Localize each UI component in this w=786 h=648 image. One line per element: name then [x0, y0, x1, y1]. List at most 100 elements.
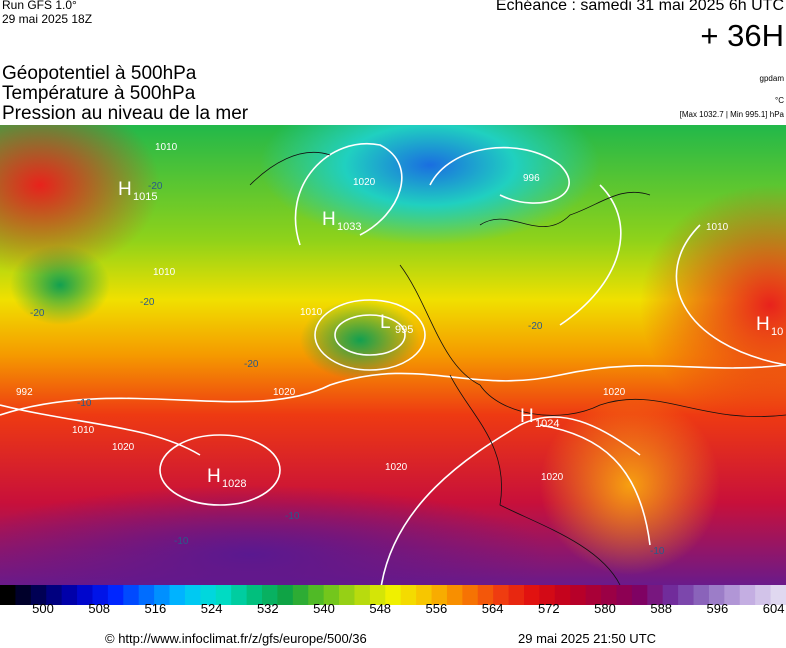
scale-label: 564 [482, 601, 504, 615]
scale-cell [739, 585, 756, 605]
temperature-label: -20 [528, 321, 543, 332]
temperature-label: -20 [148, 181, 163, 192]
scale-cell [385, 585, 402, 605]
isobar-label: 996 [523, 173, 540, 184]
scale-cell [662, 585, 679, 605]
scale-cell [0, 585, 16, 605]
isobar-label: 1020 [603, 387, 626, 398]
scale-cell [15, 585, 32, 605]
footer-date: 29 mai 2025 21:50 UTC [518, 631, 657, 646]
temperature-label: -20 [140, 297, 155, 308]
temperature-label: -10 [174, 536, 189, 547]
center-letter: H [207, 466, 221, 487]
scale-label: 516 [145, 601, 167, 615]
scale-label: 532 [257, 601, 279, 615]
temperature-label: -10 [285, 511, 300, 522]
scale-label: 604 [763, 601, 785, 615]
scale-cell [554, 585, 571, 605]
scale-cell [231, 585, 248, 605]
scale-cell [154, 585, 171, 605]
run-date: 29 mai 2025 18Z [2, 12, 93, 26]
run: Run GFS 1.0° [2, 0, 77, 12]
temperature-label: -20 [30, 308, 45, 319]
scale-cell [123, 585, 140, 605]
isobar-label: 1020 [273, 387, 296, 398]
isobar-label: 1010 [155, 142, 178, 153]
scale-cell [200, 585, 217, 605]
scale-cell [616, 585, 633, 605]
temperature-label: -20 [244, 359, 259, 370]
title: Pression au niveau de la mer [2, 103, 249, 124]
scale-label: 548 [369, 601, 391, 615]
scale-cell [61, 585, 78, 605]
scale-cell [262, 585, 278, 605]
scale-cell [539, 585, 556, 605]
isobar-label: 992 [16, 387, 33, 398]
scale-cell [477, 585, 494, 605]
center-value: 1033 [337, 221, 361, 233]
temperature-label: -10 [77, 398, 92, 409]
scale-cell [92, 585, 109, 605]
scale-cell [585, 585, 602, 605]
center-letter: L [380, 312, 391, 333]
isobar-label: 1020 [112, 442, 135, 453]
scale-cell [462, 585, 479, 605]
scale-cell [724, 585, 741, 605]
center-value: 1028 [222, 478, 246, 490]
scale-cell [693, 585, 710, 605]
scale-cell [30, 585, 47, 605]
temperature-label: -10 [650, 546, 665, 557]
scale-cell [339, 585, 355, 605]
scale-cell [493, 585, 510, 605]
scale-cell [678, 585, 695, 605]
footer-url: © http://www.infoclimat.fr/z/gfs/europe/… [105, 631, 367, 646]
center-value: 995 [395, 324, 413, 336]
scale-cell [246, 585, 263, 605]
center-value: 1024 [535, 418, 559, 430]
center-value: 1015 [133, 191, 157, 203]
scale-label: 500 [32, 601, 54, 615]
title: Température à 500hPa [2, 83, 196, 104]
scale-cell [107, 585, 124, 605]
scale-label: 572 [538, 601, 560, 615]
center-letter: H [520, 406, 534, 427]
scale-label: 508 [88, 601, 110, 615]
scale-cell [400, 585, 417, 605]
scale-cell [770, 585, 786, 605]
step: + 36H [700, 18, 784, 53]
scale-cell [431, 585, 448, 605]
scale-cell [215, 585, 232, 605]
scale-cell [446, 585, 463, 605]
scale-cell [277, 585, 294, 605]
isobar-label: 1020 [385, 462, 408, 473]
isobar-label: 1010 [706, 222, 729, 233]
scale-cell [77, 585, 93, 605]
scale-cell [570, 585, 587, 605]
unit: [Max 1032.7 | Min 995.1] hPa [679, 110, 784, 119]
center-letter: H [756, 314, 770, 335]
scale-cell [169, 585, 186, 605]
scale-label: 540 [313, 601, 335, 615]
center-letter: H [118, 179, 132, 200]
scale-cell [46, 585, 63, 605]
isobar-label: 1010 [300, 307, 323, 318]
scale-cell [369, 585, 386, 605]
scale-cell [631, 585, 648, 605]
scale-cell [323, 585, 340, 605]
scale-label: 580 [594, 601, 616, 615]
scale-label: 596 [707, 601, 729, 615]
scale-label: 524 [201, 601, 223, 615]
scale-cell [708, 585, 725, 605]
center-letter: H [322, 209, 336, 230]
scale-cell [416, 585, 433, 605]
isobar-label: 1010 [72, 425, 95, 436]
center-value: 10 [771, 326, 783, 338]
echeance: Echéance : samedi 31 mai 2025 6h UTC [495, 0, 784, 14]
scale-cell [524, 585, 540, 605]
isobar-label: 1010 [153, 267, 176, 278]
scale-cell [308, 585, 325, 605]
color-scale: 500 508 516 524 532 540 548 556 564 572 580 588 596 6… [0, 585, 786, 615]
scale-label: 556 [426, 601, 448, 615]
